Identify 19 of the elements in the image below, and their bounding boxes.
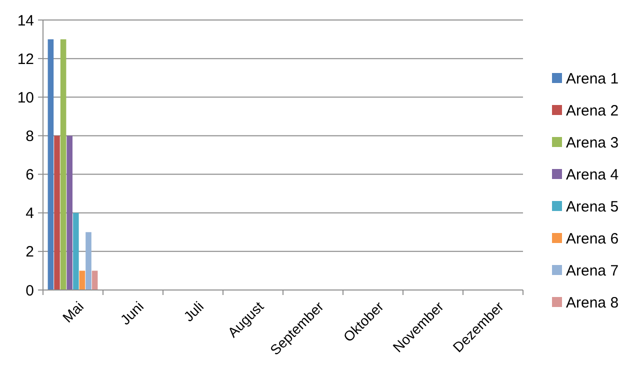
legend-label: Arena 6	[566, 230, 619, 248]
y-tick-label: 6	[26, 166, 34, 184]
x-tick-label: Mai	[59, 298, 87, 326]
legend-label: Arena 8	[566, 294, 619, 312]
y-tick-label: 10	[17, 89, 34, 106]
legend-label: Arena 2	[566, 102, 619, 120]
legend-label: Arena 1	[566, 70, 619, 88]
y-tick-label: 12	[17, 50, 34, 68]
x-tick-label: Juli	[180, 298, 207, 324]
y-tick-label: 8	[26, 128, 34, 145]
y-tick-label: 0	[26, 282, 34, 300]
legend-label: Arena 4	[566, 166, 619, 184]
y-tick-label: 4	[26, 205, 34, 222]
legend-label: Arena 3	[566, 134, 619, 152]
y-tick-label: 14	[17, 12, 34, 30]
legend-label: Arena 7	[566, 262, 619, 280]
y-tick-label: 2	[26, 244, 34, 261]
legend-label: Arena 5	[566, 198, 619, 216]
x-tick-label: Juni	[117, 298, 147, 328]
